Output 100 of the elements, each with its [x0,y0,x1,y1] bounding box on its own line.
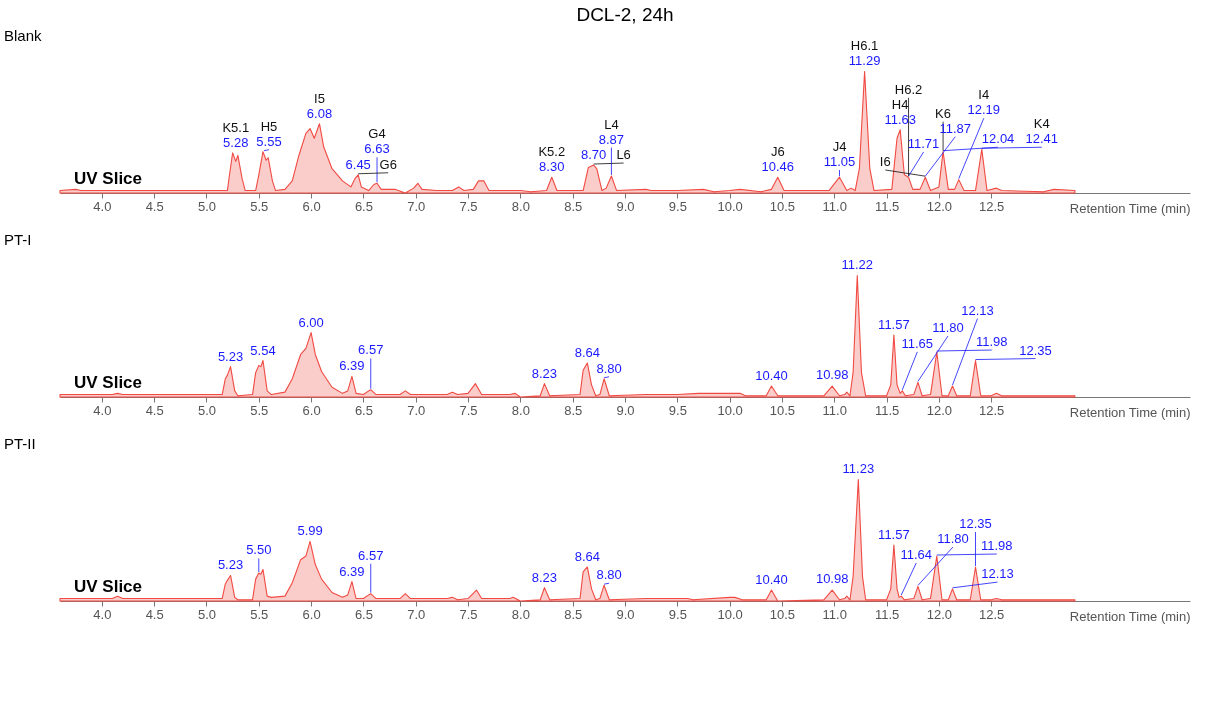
annotation: 12.35 [959,515,992,531]
x-tick-label: 6.5 [354,198,373,214]
x-tick-label: 10.0 [717,402,743,418]
x-tick-label: 4.0 [93,402,112,418]
annotation: 5.55 [256,133,282,149]
x-tick-label: 11.5 [874,606,900,622]
x-tick-label: 11.5 [874,198,900,214]
x-tick-label: 5.5 [250,198,269,214]
x-tick-label: 11.0 [822,606,847,622]
x-tick-label: 12.5 [979,198,1005,214]
annotation: 8.70 [580,147,607,163]
x-tick-label: 6.0 [302,606,321,622]
annotation: 8.64 [574,548,600,564]
x-tick-label: 5.0 [197,198,217,214]
annotation: H5 [260,118,278,134]
annotation: 6.39 [339,563,365,579]
annotation: 6.45 [345,156,371,172]
x-tick-label: 6.5 [354,402,373,418]
annotation: 5.50 [246,542,272,558]
text: PT-II [4,435,36,452]
x-tick-label: 10.5 [769,606,796,622]
annotation: 6.57 [358,342,384,358]
x-tick-label: 12.0 [926,402,953,418]
annotation: 11.05 [823,153,856,169]
x-axis-title: Retention Time (min) [1069,608,1191,624]
annotation: 12.35 [1019,342,1052,358]
annotation: G6 [379,156,397,172]
x-tick-label: 8.5 [564,198,583,214]
annotation: 5.28 [223,134,249,150]
annotation: 11.29 [848,53,881,69]
annotation: 10.40 [755,368,788,384]
annotation: 12.13 [961,302,994,318]
text: PT-I [4,231,32,248]
annotation: K4 [1033,116,1050,132]
text: Blank [4,27,43,44]
annotation: L6 [616,147,631,163]
x-tick-label: 5.0 [197,606,217,622]
annotation: L4 [604,116,619,132]
annotation: 11.22 [841,257,874,273]
annotation: 5.99 [297,523,323,539]
annotation: I4 [978,87,990,103]
annotation: J4 [832,138,847,154]
annotation: K6 [935,105,952,121]
annotation: 8.87 [598,131,625,147]
annotation: H4 [891,96,909,112]
annotation: 5.23 [217,348,244,364]
x-tick-label: 9.0 [616,402,635,418]
x-tick-label: 8.0 [511,606,530,622]
annotation: 11.65 [901,335,934,351]
annotation: 12.13 [981,566,1014,582]
x-tick-label: 7.0 [407,198,426,214]
x-tick-label: 11.5 [874,402,900,418]
x-tick-label: 6.5 [354,606,373,622]
annotation: UV Slice [74,577,143,596]
annotation: 11.98 [981,538,1013,554]
annotation: 12.41 [1025,131,1059,147]
annotation: H6.1 [850,38,879,54]
x-tick-label: 11.0 [822,198,847,214]
annotation: I6 [879,153,891,169]
x-tick-label: 10.5 [769,402,796,418]
annotation: I5 [314,90,325,106]
x-tick-label: 5.5 [250,402,269,418]
x-tick-label: 7.0 [407,402,426,418]
x-tick-label: 12.0 [926,606,953,622]
annotation: 10.46 [761,159,795,175]
annotation: 11.57 [878,527,910,543]
x-tick-label: 5.5 [250,606,269,622]
x-tick-label: 11.0 [822,402,847,418]
x-tick-label: 8.0 [511,402,530,418]
x-tick-label: 4.5 [145,606,164,622]
annotation: 12.04 [981,131,1015,147]
annotation: UV Slice [74,373,143,392]
annotation: 8.80 [596,567,622,583]
x-tick-label: 7.5 [459,198,478,214]
annotation: 8.80 [596,360,622,376]
x-tick-label: 7.5 [459,402,478,418]
annotation: 10.40 [755,572,788,588]
x-axis-title: Retention Time (min) [1069,404,1191,420]
x-tick-label: 6.0 [302,402,321,418]
annotation: 12.19 [967,102,1001,118]
annotation: 6.00 [298,314,324,330]
annotation: 10.98 [815,571,849,587]
annotation: 11.23 [842,461,875,477]
annotation: 8.23 [531,365,558,381]
x-tick-label: 6.0 [302,198,321,214]
x-tick-label: 10.0 [717,198,743,214]
annotation: 10.98 [815,367,849,383]
x-tick-label: 9.5 [668,606,687,622]
annotation: 11.80 [937,531,969,547]
annotation: G4 [368,126,386,142]
annotation: 5.23 [217,557,244,573]
annotation: 6.63 [364,141,390,157]
x-tick-label: 12.5 [979,402,1005,418]
annotation: K5.1 [222,119,250,135]
annotation: 6.39 [339,358,365,374]
annotation: H6.2 [894,81,923,97]
x-tick-label: 7.0 [407,606,426,622]
annotation: 6.08 [306,105,333,121]
x-tick-label: 9.0 [616,198,635,214]
x-tick-label: 5.0 [197,402,217,418]
